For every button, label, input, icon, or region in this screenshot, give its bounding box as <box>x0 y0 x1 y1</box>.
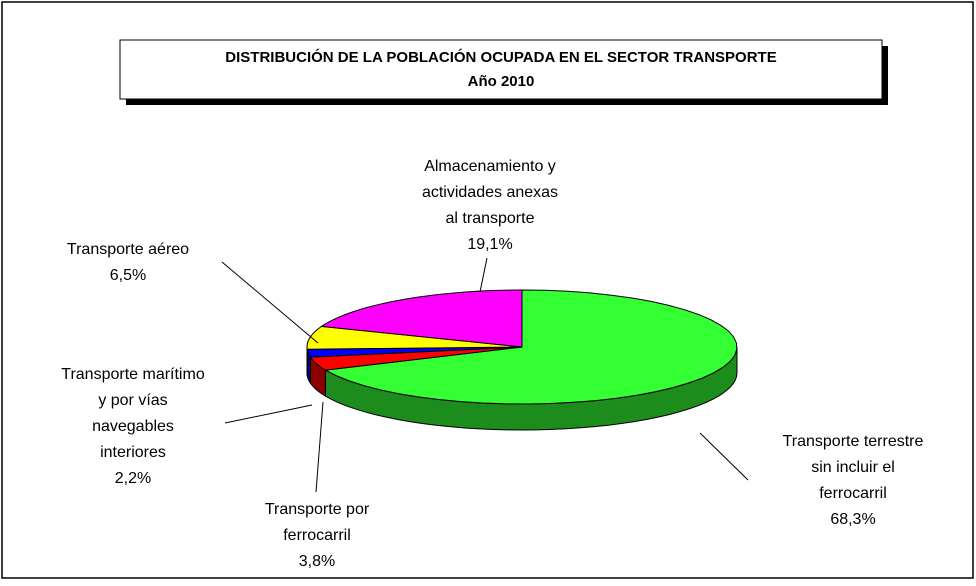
label-line: actividades anexas <box>422 184 558 201</box>
value-label: 19,1% <box>467 236 512 253</box>
label-line: ferrocarril <box>283 527 351 544</box>
value-label: 3,8% <box>299 553 335 570</box>
label-line: y por vías <box>98 392 167 409</box>
label-line: Transporte aéreo <box>67 241 189 258</box>
label-line: al transporte <box>446 210 535 227</box>
label-line: ferrocarril <box>819 485 887 502</box>
slice-label: Transporte aéreo <box>67 241 189 258</box>
label-line: sin incluir el <box>811 459 895 476</box>
label-line: Almacenamiento y <box>424 158 556 175</box>
value-label: 2,2% <box>115 470 151 487</box>
label-line: navegables <box>92 418 174 435</box>
chart-subtitle: Año 2010 <box>468 73 535 90</box>
label-line: Transporte por <box>265 501 370 518</box>
label-line: Transporte marítimo <box>61 366 205 383</box>
value-label: 6,5% <box>110 267 146 284</box>
value-label: 68,3% <box>830 511 875 528</box>
label-line: Transporte terrestre <box>783 433 924 450</box>
label-line: interiores <box>100 444 166 461</box>
chart-title: DISTRIBUCIÓN DE LA POBLACIÓN OCUPADA EN … <box>225 48 776 66</box>
